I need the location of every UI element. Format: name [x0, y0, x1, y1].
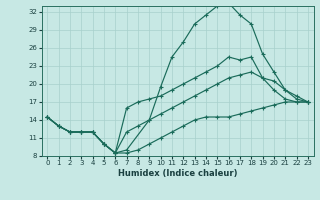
X-axis label: Humidex (Indice chaleur): Humidex (Indice chaleur)	[118, 169, 237, 178]
